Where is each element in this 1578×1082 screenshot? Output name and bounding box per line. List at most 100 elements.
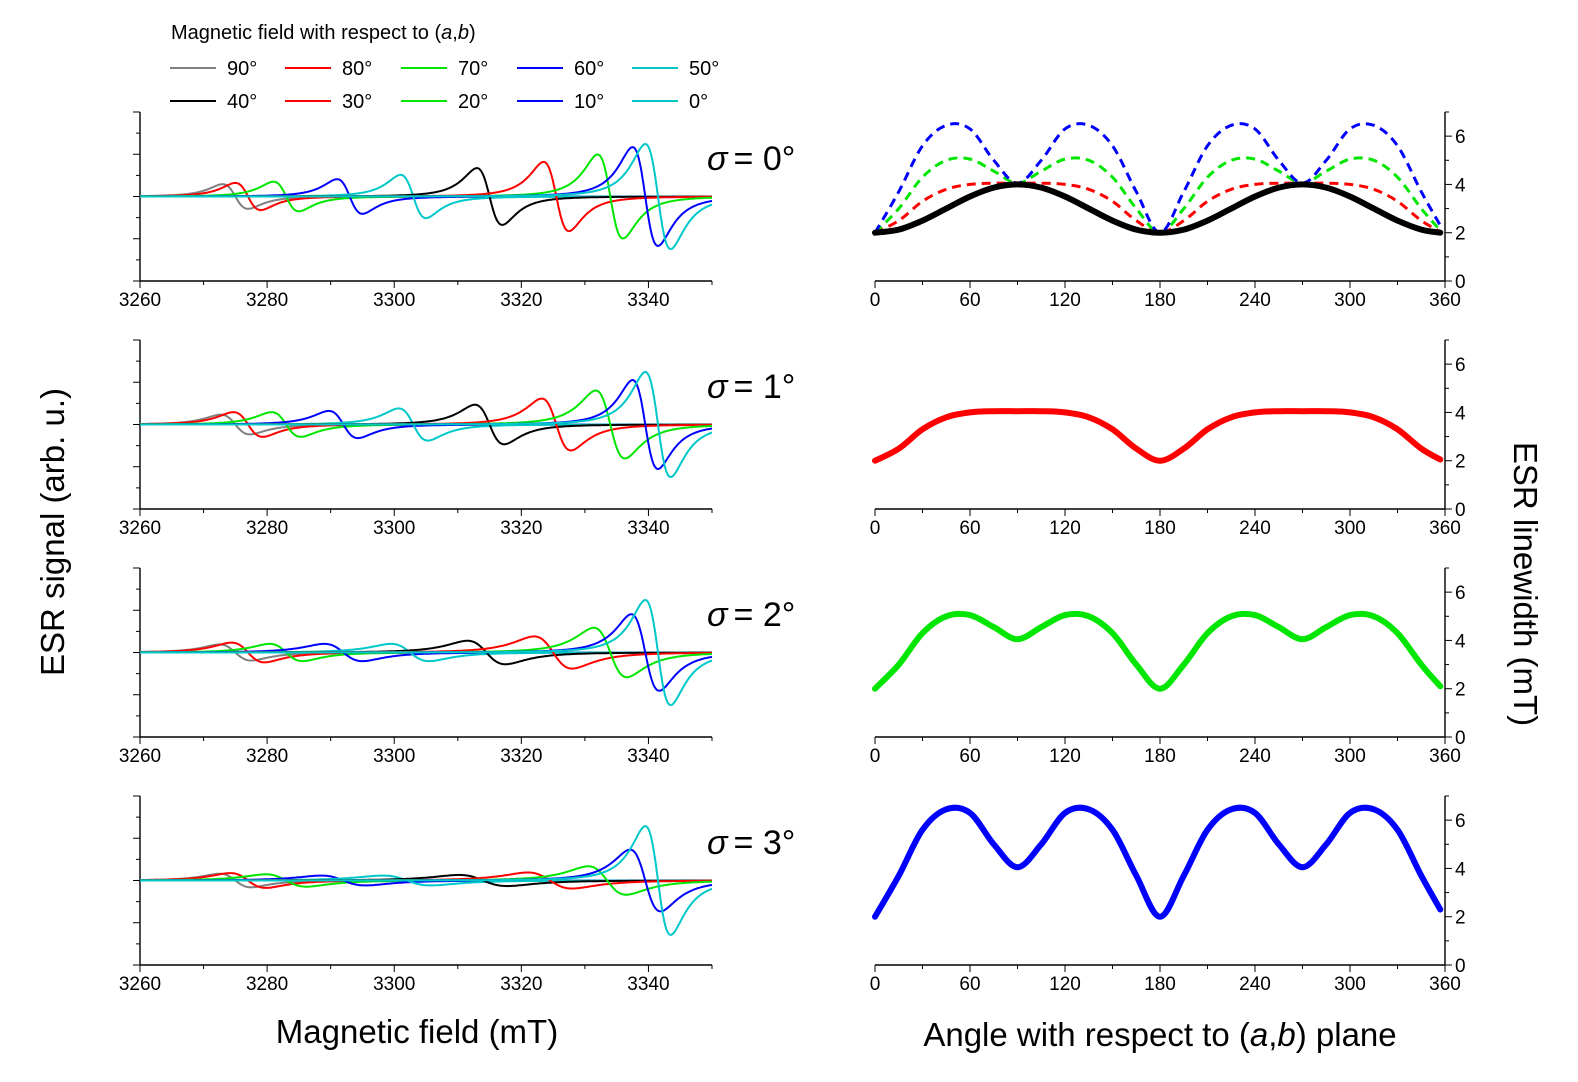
legend-entry: 0° (632, 91, 708, 113)
x-tick-label: 3300 (373, 746, 415, 767)
sigma-value: = 0° (734, 140, 796, 178)
x-tick-label: 120 (1049, 290, 1081, 311)
x-tick-label: 3300 (373, 974, 415, 995)
x-tick-label: 180 (1144, 290, 1176, 311)
right-y-axis-title: ESR linewidth (mT) (1507, 442, 1544, 726)
x-tick-label: 120 (1049, 974, 1081, 995)
legend-entry: 40° (170, 91, 257, 113)
sigma-label: σ = 1° (707, 368, 795, 406)
legend-entry: 20° (401, 91, 488, 113)
x-tick-label: 3260 (119, 290, 161, 311)
x-tick-label: 3320 (500, 974, 542, 995)
legend-label: 30° (342, 91, 372, 113)
x-tick-label: 240 (1239, 746, 1271, 767)
legend-entry: 10° (517, 91, 604, 113)
x-tick-label: 3260 (119, 518, 161, 539)
y-tick-label: 2 (1455, 224, 1466, 245)
x-tick-label: 360 (1429, 518, 1461, 539)
x-tick-label: 180 (1144, 518, 1176, 539)
linewidth-line (873, 156, 1442, 235)
x-tick-label: 3340 (627, 518, 669, 539)
x-tick-label: 60 (959, 290, 980, 311)
y-tick-label: 4 (1455, 403, 1466, 424)
spectrum-line (140, 142, 713, 251)
sigma-symbol: σ (707, 368, 729, 406)
y-tick-label: 2 (1455, 908, 1466, 929)
legend-entry: 60° (517, 58, 604, 80)
x-tick-label: 3280 (246, 290, 288, 311)
x-tick-label: 360 (1429, 290, 1461, 311)
left-y-axis-title: ESR signal (arb. u.) (34, 388, 71, 676)
linewidth-line (872, 408, 1444, 464)
legend-entry: 80° (285, 58, 372, 80)
y-tick-label: 4 (1455, 631, 1466, 652)
x-tick-label: 240 (1239, 518, 1271, 539)
x-tick-label: 3300 (373, 518, 415, 539)
sigma-symbol: σ (707, 824, 729, 862)
right-x-axis-title: Angle with respect to (a,b) plane (923, 1016, 1396, 1053)
x-tick-label: 3300 (373, 290, 415, 311)
x-tick-label: 3260 (119, 974, 161, 995)
y-tick-label: 0 (1455, 500, 1466, 521)
x-tick-label: 300 (1334, 974, 1366, 995)
sigma-symbol: σ (707, 596, 729, 634)
x-tick-label: 3340 (627, 290, 669, 311)
spectra-panel: 3260 3280 3300 3320 3340 σ = 1° (119, 339, 795, 539)
x-tick-label: 120 (1049, 518, 1081, 539)
y-tick-label: 0 (1455, 272, 1466, 293)
x-tick-label: 3280 (246, 746, 288, 767)
x-tick-label: 3320 (500, 518, 542, 539)
spectrum-line (140, 598, 713, 707)
sigma-label: σ = 2° (707, 596, 795, 634)
legend-label: 0° (689, 91, 708, 113)
x-tick-label: 60 (959, 974, 980, 995)
linewidth-line (874, 181, 1442, 235)
x-tick-label: 360 (1429, 746, 1461, 767)
y-tick-label: 2 (1455, 680, 1466, 701)
x-tick-label: 3320 (500, 746, 542, 767)
x-tick-label: 180 (1144, 746, 1176, 767)
legend-entry: 90° (170, 58, 257, 80)
x-tick-label: 300 (1334, 518, 1366, 539)
y-tick-label: 2 (1455, 452, 1466, 473)
x-tick-label: 120 (1049, 746, 1081, 767)
x-tick-label: 3280 (246, 518, 288, 539)
spectrum-line (140, 825, 713, 936)
sigma-symbol: σ (707, 140, 729, 178)
linewidth-line (873, 122, 1442, 235)
spectrum-line (140, 370, 713, 479)
x-tick-label: 0 (870, 746, 881, 767)
y-tick-label: 6 (1455, 583, 1466, 604)
legend-entry: 30° (285, 91, 372, 113)
y-tick-label: 0 (1455, 956, 1466, 977)
legend-label: 80° (342, 58, 372, 80)
legend-label: 70° (458, 58, 488, 80)
x-tick-label: 360 (1429, 974, 1461, 995)
legend-label: 20° (458, 91, 488, 113)
spectra-panel: 3260 3280 3300 3320 3340 σ = 0° (119, 111, 796, 311)
x-tick-label: 3260 (119, 746, 161, 767)
x-tick-label: 60 (959, 746, 980, 767)
x-tick-label: 0 (870, 518, 881, 539)
x-tick-label: 0 (870, 290, 881, 311)
linewidth-line (872, 804, 1444, 920)
y-tick-label: 4 (1455, 175, 1466, 196)
legend-label: 40° (227, 91, 257, 113)
x-tick-label: 180 (1144, 974, 1176, 995)
legend-title: Magnetic field with respect to (a,b) (171, 22, 476, 44)
linewidth-line (872, 610, 1444, 692)
legend: Magnetic field with respect to (a,b) 90°… (170, 22, 719, 113)
sigma-value: = 1° (734, 368, 796, 406)
x-tick-label: 3340 (627, 746, 669, 767)
x-tick-label: 300 (1334, 290, 1366, 311)
y-tick-label: 6 (1455, 355, 1466, 376)
legend-label: 10° (574, 91, 604, 113)
legend-label: 90° (227, 58, 257, 80)
y-tick-label: 0 (1455, 728, 1466, 749)
y-tick-label: 6 (1455, 127, 1466, 148)
